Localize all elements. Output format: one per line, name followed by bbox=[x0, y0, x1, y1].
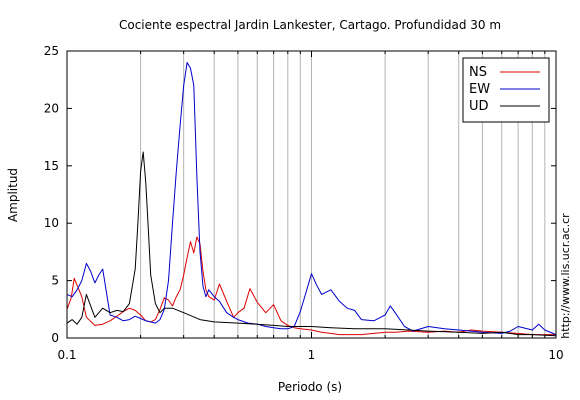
legend-label-ew: EW bbox=[469, 82, 490, 97]
x-axis-label: Periodo (s) bbox=[278, 380, 342, 394]
y-tick-label: 25 bbox=[44, 44, 59, 58]
x-tick-label: 10 bbox=[548, 348, 563, 362]
y-tick-label: 10 bbox=[44, 216, 59, 230]
y-tick-label: 5 bbox=[51, 274, 59, 288]
x-tick-label: 0.1 bbox=[57, 348, 76, 362]
website-annotation: http://www.lis.ucr.ac.cr bbox=[559, 213, 572, 339]
grid-lines bbox=[140, 51, 546, 338]
series-line-ns bbox=[66, 236, 556, 336]
legend-box bbox=[462, 57, 550, 123]
series-line-ew bbox=[66, 62, 557, 336]
legend: NS EW UD bbox=[462, 57, 550, 123]
y-tick-label: 15 bbox=[44, 159, 59, 173]
axis-ticks: 0 5 10 15 20 25 0.1 1 10 bbox=[44, 44, 564, 362]
x-tick-label: 1 bbox=[308, 348, 316, 362]
y-axis-label: Amplitud bbox=[6, 168, 20, 222]
series-line-ud bbox=[66, 151, 557, 337]
y-tick-label: 0 bbox=[51, 331, 59, 345]
y-tick-label: 20 bbox=[44, 101, 59, 115]
chart-title: Cociente espectral Jardin Lankester, Car… bbox=[119, 18, 501, 32]
legend-label-ud: UD bbox=[469, 99, 489, 114]
legend-label-ns: NS bbox=[469, 65, 487, 80]
series-group bbox=[66, 62, 557, 337]
